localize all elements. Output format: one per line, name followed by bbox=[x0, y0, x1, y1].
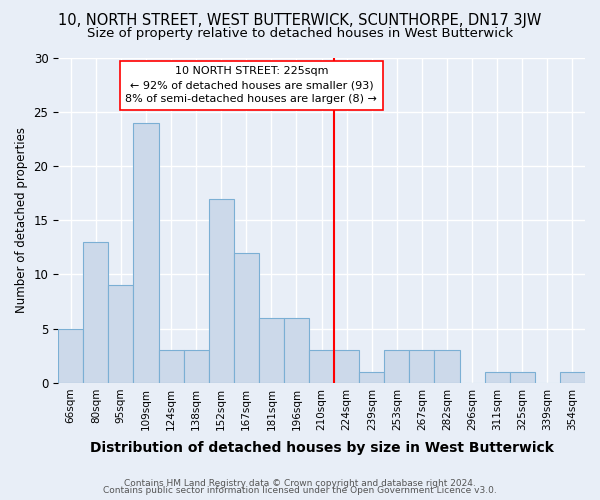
Bar bbox=[334, 350, 359, 383]
Bar bbox=[359, 372, 384, 383]
Text: Size of property relative to detached houses in West Butterwick: Size of property relative to detached ho… bbox=[87, 28, 513, 40]
Y-axis label: Number of detached properties: Number of detached properties bbox=[15, 127, 28, 313]
Text: 10 NORTH STREET: 225sqm
← 92% of detached houses are smaller (93)
8% of semi-det: 10 NORTH STREET: 225sqm ← 92% of detache… bbox=[125, 66, 377, 104]
Bar bbox=[184, 350, 209, 383]
Bar bbox=[485, 372, 510, 383]
Bar bbox=[384, 350, 409, 383]
Bar bbox=[109, 286, 133, 383]
Bar bbox=[234, 252, 259, 383]
X-axis label: Distribution of detached houses by size in West Butterwick: Distribution of detached houses by size … bbox=[89, 441, 554, 455]
Bar bbox=[434, 350, 460, 383]
Bar bbox=[309, 350, 334, 383]
Bar bbox=[560, 372, 585, 383]
Bar bbox=[209, 198, 234, 383]
Bar bbox=[133, 122, 158, 383]
Bar bbox=[409, 350, 434, 383]
Bar bbox=[284, 318, 309, 383]
Bar bbox=[58, 328, 83, 383]
Bar bbox=[158, 350, 184, 383]
Text: Contains HM Land Registry data © Crown copyright and database right 2024.: Contains HM Land Registry data © Crown c… bbox=[124, 478, 476, 488]
Text: 10, NORTH STREET, WEST BUTTERWICK, SCUNTHORPE, DN17 3JW: 10, NORTH STREET, WEST BUTTERWICK, SCUNT… bbox=[58, 12, 542, 28]
Bar bbox=[259, 318, 284, 383]
Bar bbox=[83, 242, 109, 383]
Text: Contains public sector information licensed under the Open Government Licence v3: Contains public sector information licen… bbox=[103, 486, 497, 495]
Bar bbox=[510, 372, 535, 383]
